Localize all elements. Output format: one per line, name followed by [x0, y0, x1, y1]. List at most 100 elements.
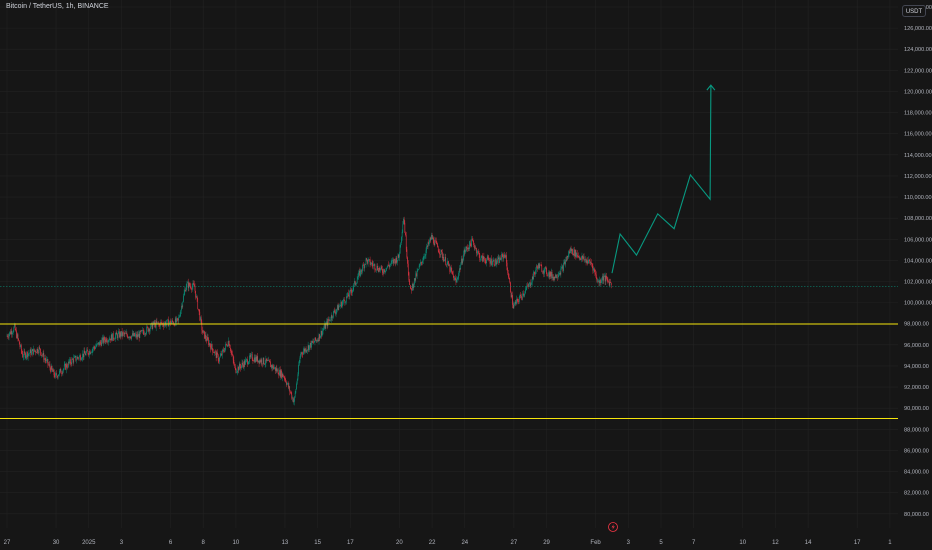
- candle: [138, 330, 139, 337]
- candle: [490, 257, 491, 266]
- candle: [435, 237, 437, 245]
- x-tick-label: 1: [888, 540, 892, 546]
- candle: [234, 362, 235, 369]
- candle: [222, 348, 224, 353]
- y-tick-label: 108,000.00: [904, 216, 932, 222]
- candle: [452, 271, 453, 276]
- candle: [136, 331, 138, 341]
- candle: [177, 318, 179, 324]
- candle: [553, 274, 554, 282]
- candle: [86, 347, 88, 353]
- candle: [414, 278, 416, 282]
- candle: [104, 335, 105, 344]
- candle: [40, 352, 42, 357]
- candle: [174, 316, 176, 327]
- candle: [277, 367, 279, 375]
- candle: [27, 353, 29, 361]
- candle: [6, 333, 8, 337]
- candle: [239, 361, 240, 371]
- candle: [532, 273, 534, 280]
- candle: [304, 347, 306, 354]
- candle: [338, 304, 340, 311]
- candle: [226, 341, 228, 348]
- candle: [237, 365, 239, 374]
- candle: [365, 263, 366, 266]
- candle: [587, 259, 589, 264]
- candle: [164, 321, 165, 328]
- candle: [589, 258, 590, 264]
- candle: [328, 316, 330, 324]
- candle: [438, 249, 440, 253]
- candle: [172, 321, 174, 326]
- candle: [41, 354, 43, 358]
- candle: [437, 245, 439, 254]
- candle: [114, 337, 115, 340]
- candle: [332, 315, 333, 322]
- candle: [309, 345, 310, 352]
- candle: [369, 256, 371, 268]
- x-tick-label: 24: [461, 540, 468, 546]
- candle: [308, 344, 310, 353]
- candle: [228, 340, 230, 346]
- candle: [24, 349, 26, 355]
- x-tick-label: 14: [805, 540, 812, 546]
- candle: [528, 282, 530, 287]
- candle: [513, 301, 515, 309]
- candle: [433, 236, 434, 245]
- currency-button[interactable]: USDT: [902, 5, 926, 17]
- candle: [61, 371, 63, 375]
- candle: [99, 340, 100, 346]
- candle: [348, 294, 350, 300]
- candle: [91, 351, 92, 354]
- candle: [313, 338, 314, 345]
- candle: [48, 361, 50, 367]
- candle: [236, 370, 238, 376]
- candle: [608, 280, 609, 284]
- candle: [492, 258, 494, 267]
- candle: [267, 357, 269, 362]
- candle: [566, 255, 568, 262]
- candle: [377, 267, 379, 273]
- candle: [474, 242, 475, 251]
- y-tick-label: 114,000.00: [904, 153, 932, 159]
- candle: [105, 337, 107, 345]
- candle: [42, 353, 43, 358]
- candle: [467, 244, 468, 252]
- candle: [252, 357, 254, 364]
- candle: [135, 331, 137, 339]
- candle: [337, 302, 339, 311]
- candle: [286, 381, 288, 386]
- candle: [431, 232, 432, 240]
- candle: [193, 280, 194, 286]
- candle: [137, 331, 139, 340]
- candle: [231, 348, 233, 357]
- candle: [149, 326, 151, 334]
- candle: [373, 263, 375, 267]
- candle: [217, 353, 219, 364]
- candle: [211, 341, 212, 350]
- candle: [546, 272, 548, 276]
- candle: [541, 264, 543, 273]
- lightning-icon[interactable]: [608, 522, 618, 532]
- candle: [100, 339, 102, 348]
- candle: [529, 279, 531, 288]
- candle: [129, 336, 130, 341]
- candle: [146, 324, 147, 335]
- candle: [572, 253, 574, 256]
- candle: [400, 242, 402, 248]
- candle: [397, 253, 399, 261]
- candle: [401, 229, 403, 241]
- candle: [540, 261, 542, 267]
- candle: [251, 351, 253, 361]
- candle: [244, 359, 246, 368]
- candle: [328, 316, 329, 324]
- candle: [445, 254, 447, 266]
- candle: [128, 336, 130, 340]
- symbol-title[interactable]: Bitcoin / TetherUS, 1h, BINANCE: [6, 3, 109, 10]
- candle: [376, 263, 378, 271]
- candle: [179, 314, 180, 319]
- candle: [101, 337, 102, 347]
- candle: [481, 255, 483, 259]
- time-axis: 27 30 2025 3 6 8 10 13 15 17 20 22 24 27 29 Feb 3 5 7 10 12 1…: [4, 540, 893, 546]
